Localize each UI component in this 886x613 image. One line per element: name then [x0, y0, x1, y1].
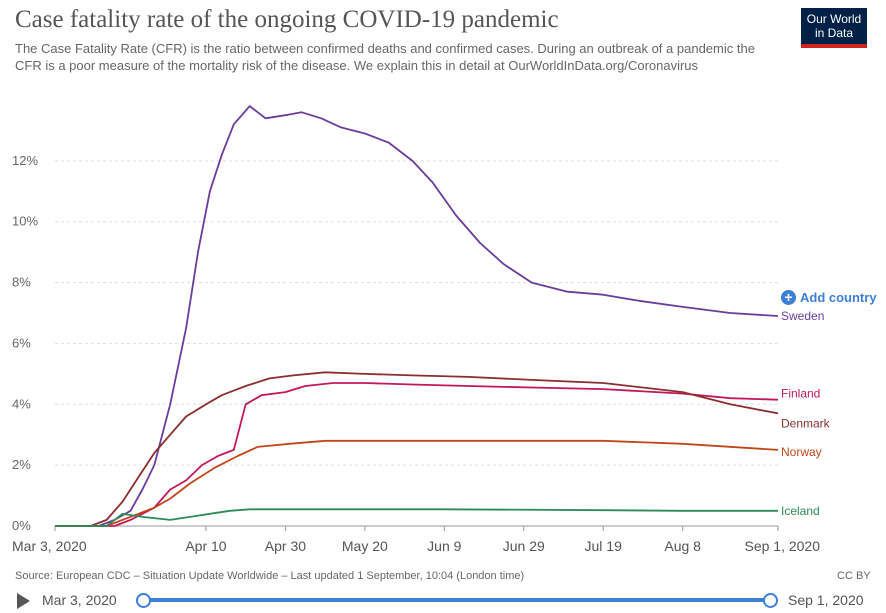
- series-line-iceland: [55, 508, 778, 527]
- timeline-track[interactable]: [143, 598, 770, 602]
- y-tick-label: 10%: [12, 214, 38, 229]
- series-line-sweden: [55, 105, 779, 527]
- logo-line-1: Our World: [806, 12, 862, 26]
- series-label-denmark: Denmark: [781, 416, 831, 430]
- y-tick-label: 4%: [12, 396, 31, 411]
- add-country-label: Add country: [800, 290, 877, 305]
- x-tick-label: Apr 10: [185, 538, 226, 554]
- series-line-norway: [55, 439, 779, 527]
- series-label-iceland: Iceland: [781, 504, 820, 518]
- x-tick-label: May 20: [342, 538, 388, 554]
- x-tick-label: Sep 1, 2020: [744, 538, 820, 554]
- timeline-end-label: Sep 1, 2020: [788, 592, 864, 608]
- series-line-finland: [55, 382, 779, 527]
- x-tick-label: Jun 29: [503, 538, 545, 554]
- y-tick-label: 8%: [12, 275, 31, 290]
- timeline: Mar 3, 2020 Sep 1, 2020: [0, 588, 886, 613]
- x-tick-label: Jul 19: [585, 538, 623, 554]
- line-chart: 0% 2% 4% 6% 8% 10% 12% Mar 3, 2020 Apr 10 Apr 30 M…: [12, 105, 831, 554]
- x-tick-label: Aug 8: [664, 538, 701, 554]
- chart-title: Case fatality rate of the ongoing COVID-…: [15, 6, 559, 33]
- timeline-end-handle[interactable]: [763, 593, 778, 608]
- logo-line-2: in Data: [814, 26, 854, 40]
- y-tick-label: 2%: [12, 457, 31, 472]
- y-tick-label: 12%: [12, 153, 38, 168]
- chart-subtitle: The Case Fatality Rate (CFR) is the rati…: [15, 41, 755, 73]
- owid-logo[interactable]: Our World in Data: [801, 8, 867, 48]
- play-icon[interactable]: [17, 593, 30, 609]
- series-label-norway: Norway: [781, 445, 822, 459]
- x-tick-label: Jun 9: [427, 538, 461, 554]
- x-tick-label: Mar 3, 2020: [12, 538, 87, 554]
- series-line-denmark: [55, 371, 779, 527]
- series-label-sweden: Sweden: [781, 309, 824, 323]
- y-tick-label: 6%: [12, 335, 31, 350]
- source-note: Source: European CDC – Situation Update …: [15, 570, 525, 582]
- plus-circle-icon: +: [781, 290, 796, 305]
- license-link[interactable]: CC BY: [837, 570, 871, 582]
- timeline-start-handle[interactable]: [136, 593, 151, 608]
- series-label-finland: Finland: [781, 387, 820, 401]
- add-country-button[interactable]: + Add country: [781, 290, 877, 305]
- x-tick-label: Apr 30: [265, 538, 306, 554]
- y-tick-label: 0%: [12, 518, 31, 533]
- timeline-start-label: Mar 3, 2020: [42, 592, 117, 608]
